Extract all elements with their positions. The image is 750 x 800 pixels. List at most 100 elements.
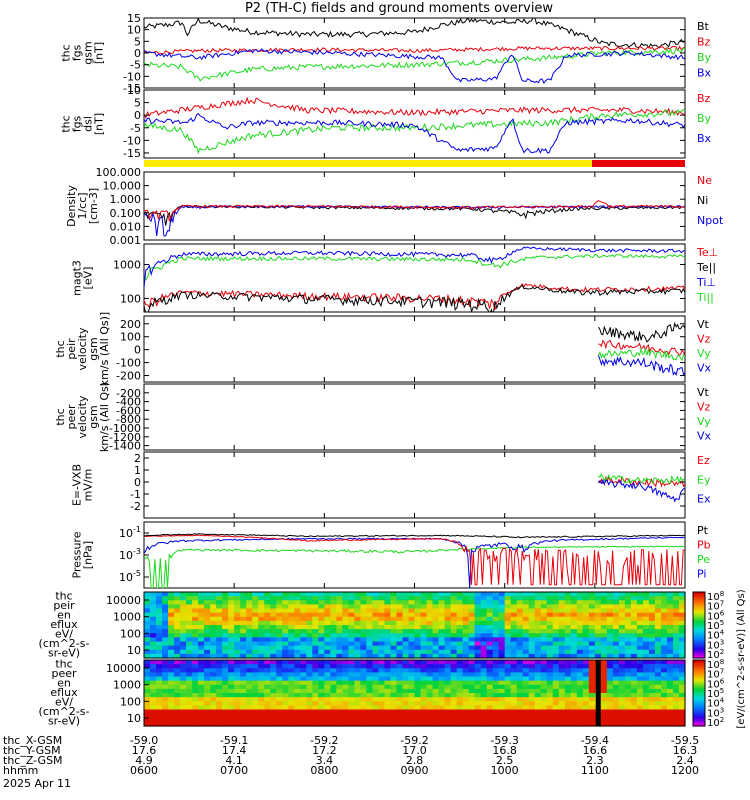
spec-cell — [270, 705, 277, 711]
spec-cell — [288, 633, 295, 638]
spec-cell — [630, 717, 638, 723]
spec-cell — [324, 668, 331, 673]
spec-cell — [648, 645, 656, 651]
spec-cell — [246, 713, 253, 719]
spec-cell — [228, 680, 235, 686]
spec-cell — [618, 616, 626, 622]
spec-cell — [228, 688, 235, 694]
spec-cell — [492, 709, 500, 715]
spec-cell — [648, 629, 656, 634]
spec-cell — [600, 633, 608, 638]
spec-cell — [504, 684, 512, 690]
spec-cell — [648, 641, 656, 647]
ytick-label: 0 — [134, 476, 141, 489]
spec-cell — [252, 596, 259, 601]
spec-cell — [630, 637, 638, 643]
spec-cell — [516, 709, 524, 715]
spec-cell — [348, 629, 355, 634]
spec-cell — [342, 672, 349, 678]
spec-cell — [432, 612, 440, 618]
spec-cell — [390, 660, 398, 665]
spec-cell — [222, 660, 229, 665]
spec-cell — [408, 620, 416, 626]
y-axis-label-line: 1/cc] — [76, 192, 89, 219]
spec-cell — [186, 676, 193, 682]
y-axis-label-line: fgs — [71, 115, 84, 132]
spec-cell — [342, 604, 349, 610]
panel-frame — [143, 659, 686, 727]
spec-cell — [156, 709, 163, 715]
spec-cell — [648, 676, 656, 682]
spec-cell — [288, 612, 295, 618]
spec-cell — [624, 672, 632, 678]
spec-cell — [318, 717, 325, 723]
spec-cell — [192, 653, 199, 659]
spec-cell — [246, 680, 253, 686]
spec-cell — [558, 600, 566, 605]
spec-cell — [606, 721, 614, 727]
spec-cell — [222, 672, 229, 678]
spec-cell — [582, 672, 590, 678]
spec-cell — [342, 688, 349, 694]
spec-cell — [666, 672, 674, 678]
y-axis-label-line: thc — [55, 590, 72, 603]
spec-cell — [360, 717, 368, 723]
spec-cell — [588, 713, 596, 719]
spec-cell — [354, 709, 361, 715]
spec-cell — [474, 668, 482, 673]
spec-cell — [510, 608, 518, 614]
spec-cell — [642, 616, 650, 622]
ephemeris-value: -59.3 — [490, 734, 518, 747]
spec-cell — [414, 701, 422, 706]
spec-cell — [468, 688, 476, 694]
spec-cell — [174, 600, 181, 605]
spec-cell — [612, 620, 620, 626]
spec-cell — [528, 717, 536, 723]
spec-cell — [270, 645, 277, 651]
spec-cell — [642, 645, 650, 651]
spec-cell — [162, 629, 169, 634]
spec-cell — [426, 713, 434, 719]
spec-cell — [666, 717, 674, 723]
y-axis-label: thcpeirvelocitygsmkm/s (All Qs)] — [54, 312, 111, 386]
spec-cell — [564, 645, 572, 651]
spec-cell — [468, 721, 476, 727]
spec-cell — [492, 649, 500, 655]
spec-cell — [246, 709, 253, 715]
spec-cell — [150, 717, 157, 723]
spec-cell — [474, 645, 482, 651]
ephemeris-value: -59.2 — [310, 734, 338, 747]
spec-cell — [192, 713, 199, 719]
spec-cell — [234, 592, 241, 597]
spec-cell — [558, 668, 566, 673]
spec-cell — [432, 608, 440, 614]
spec-cell — [468, 633, 476, 638]
spec-cell — [666, 596, 674, 601]
spec-cell — [630, 660, 638, 665]
spec-cell — [534, 649, 542, 655]
spec-cell — [666, 616, 674, 622]
spec-cell — [186, 616, 193, 622]
spec-cell — [492, 680, 500, 686]
spec-cell — [294, 641, 301, 647]
colorbar-cell — [693, 639, 705, 643]
spec-cell — [510, 721, 518, 727]
ephemeris-value: 2.5 — [496, 754, 514, 767]
spec-cell — [516, 612, 524, 618]
spec-cell — [384, 660, 392, 665]
spec-cell — [156, 629, 163, 634]
spec-cell — [498, 660, 506, 665]
spec-cell — [624, 660, 632, 665]
spec-cell — [420, 701, 428, 706]
spec-cell — [234, 625, 241, 630]
spec-cell — [618, 684, 626, 690]
spec-cell — [468, 664, 476, 669]
spec-cell — [252, 633, 259, 638]
spec-cell — [660, 625, 668, 630]
spec-cell — [672, 608, 680, 614]
spec-cell — [660, 688, 668, 694]
spec-cell — [552, 680, 560, 686]
colorbar-cell — [693, 634, 705, 638]
spec-cell — [324, 701, 331, 706]
spec-cell — [360, 680, 368, 686]
